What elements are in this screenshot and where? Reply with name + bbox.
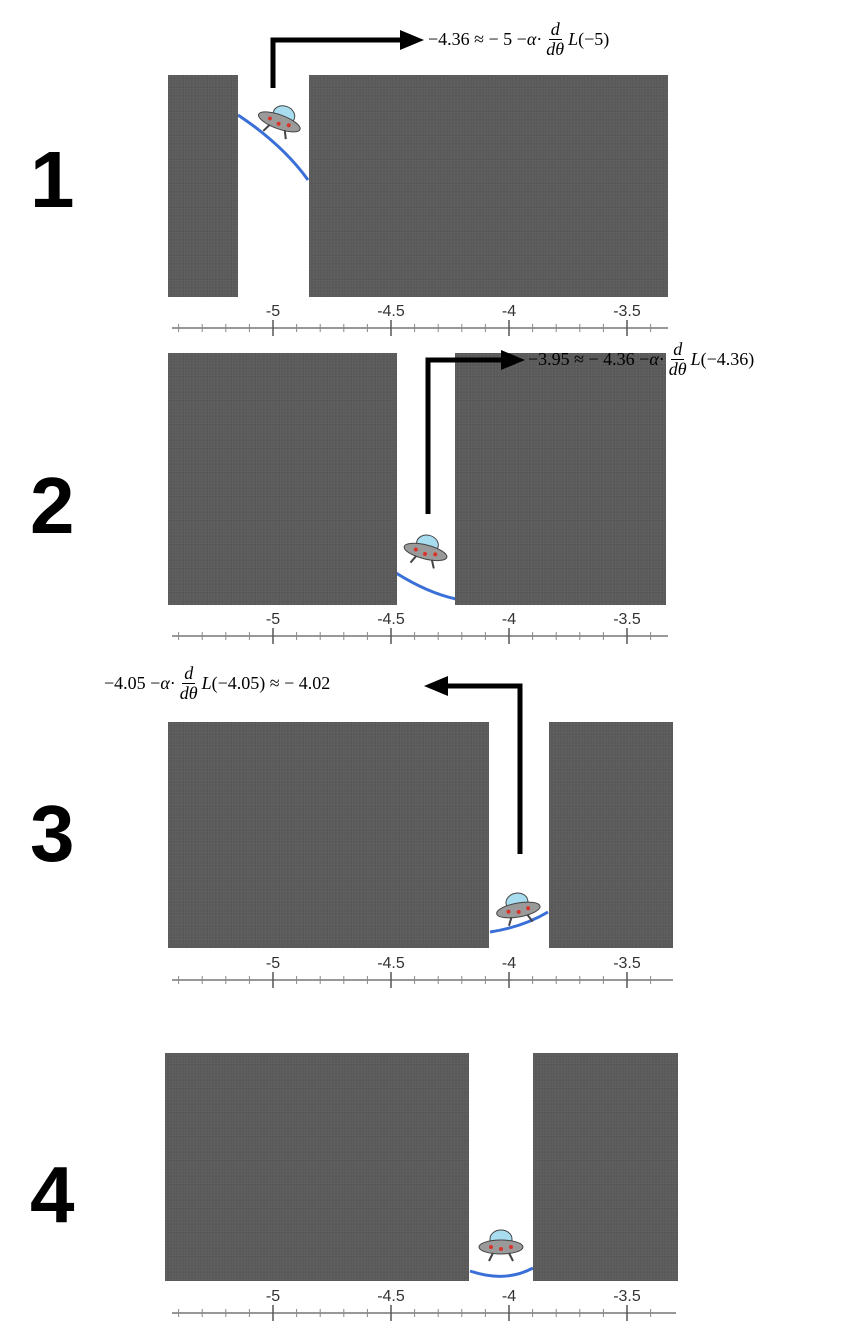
tick-label: -4 [502, 1288, 516, 1305]
derivative-num: d [548, 19, 562, 40]
loss-curve [469, 1266, 534, 1278]
step-number: 1 [30, 135, 75, 224]
ufo-icon [478, 1229, 524, 1262]
loss-function: L [690, 348, 701, 369]
tick-label: -3.5 [613, 611, 641, 628]
x-axis: -5 -4.5 -4 -3.5 [172, 611, 668, 644]
ufo-icon [496, 892, 541, 927]
loss-function: L [568, 28, 579, 49]
alpha: α [160, 672, 170, 693]
formula-arg: (−4.05) ≈ − 4.02 [211, 672, 331, 693]
loss-curve [395, 571, 457, 601]
dot: · [169, 672, 176, 693]
tick-label: -4.5 [377, 303, 405, 320]
loss-curve [489, 910, 549, 934]
derivative: d dθ [544, 20, 566, 59]
tick-label: -4.5 [377, 1288, 405, 1305]
derivative-den: dθ [546, 38, 565, 59]
fog-left [168, 75, 238, 297]
tick-label: -4 [502, 611, 516, 628]
formula-arg: (−5) [578, 28, 610, 49]
alpha: α [526, 28, 537, 49]
update-formula: −4.05 − α · d dθ L (−4.05) ≈ − 4.02 [104, 664, 330, 703]
tick-label: -5 [266, 955, 280, 972]
step-2-panel: 2 −3.95 ≈ − 4.36 − α · d dθ L (−4.36) -5… [0, 340, 858, 650]
tick-label: -3.5 [613, 1288, 641, 1305]
formula-left: −3.95 ≈ − 4.36 − [528, 348, 650, 369]
formula-left: −4.36 ≈ − 5 − [428, 28, 527, 49]
x-axis: -5 -4.5 -4 -3.5 [172, 303, 668, 336]
formula-left: −4.05 − [104, 672, 161, 693]
derivative: d dθ [667, 340, 689, 379]
tick-label: -5 [266, 1288, 280, 1305]
x-axis: -5 -4.5 -4 -3.5 [172, 1288, 676, 1321]
loss-function: L [201, 672, 212, 693]
tick-label: -3.5 [613, 303, 641, 320]
derivative-num: d [182, 663, 196, 684]
x-axis: -5 -4.5 -4 -3.5 [172, 955, 673, 988]
step-number: 4 [30, 1150, 75, 1239]
tick-label: -4.5 [377, 611, 405, 628]
tick-label: -3.5 [613, 955, 641, 972]
dot: · [658, 348, 665, 369]
step-4-panel: 4 -5 -4.5 -4 -3.5 [0, 1030, 858, 1330]
derivative-den: dθ [668, 358, 687, 379]
ufo-icon [403, 534, 448, 569]
step-number: 2 [30, 461, 75, 550]
fog-left [165, 1053, 469, 1281]
tick-label: -5 [266, 611, 280, 628]
derivative: d dθ [178, 664, 200, 703]
dot: · [536, 28, 543, 49]
update-formula: −4.36 ≈ − 5 − α · d dθ L (−5) [428, 20, 609, 59]
loss-curve [237, 113, 310, 181]
fog-right [455, 353, 666, 605]
update-arrow [270, 30, 424, 88]
fog-right [533, 1053, 678, 1281]
derivative-den: dθ [179, 682, 198, 703]
tick-label: -4 [502, 303, 516, 320]
alpha: α [649, 348, 659, 369]
step-number: 3 [30, 789, 75, 878]
fog-right [549, 722, 673, 948]
tick-label: -4 [502, 955, 516, 972]
update-arrow [425, 350, 525, 514]
update-formula: −3.95 ≈ − 4.36 − α · d dθ L (−4.36) [528, 340, 754, 379]
formula-arg: (−4.36) [700, 348, 755, 369]
step-3-panel: 3 −4.05 − α · d dθ L (−4.05) ≈ − 4.02 -5… [0, 650, 858, 990]
fog-left [168, 353, 397, 605]
fog-right [309, 75, 668, 297]
ufo-icon [258, 105, 301, 140]
update-arrow [424, 676, 523, 854]
step-1-panel: 1 −4.36 ≈ − 5 − α · d dθ L (−5) -5 -4.5 -4… [0, 0, 858, 340]
fog-left [168, 722, 489, 948]
tick-label: -5 [266, 303, 280, 320]
tick-label: -4.5 [377, 955, 405, 972]
derivative-num: d [671, 339, 685, 360]
